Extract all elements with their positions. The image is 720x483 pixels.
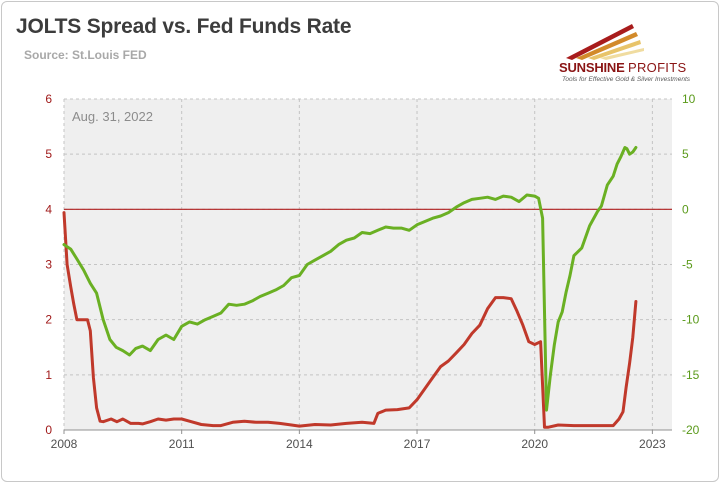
y-right-tick-label: -15 — [682, 368, 700, 382]
logo-tagline: Tools for Effective Gold & Silver Invest… — [562, 76, 691, 83]
fed-funds-line — [62, 211, 638, 429]
x-tick-label: 2008 — [51, 437, 78, 451]
logo-name-bold: SUNSHINE — [559, 60, 625, 75]
y-right-tick-label: -10 — [682, 313, 700, 327]
y-right-tick-label: -20 — [682, 423, 700, 437]
x-tick-label: 2017 — [404, 437, 431, 451]
y-right-tick-label: 0 — [682, 202, 689, 216]
jolts-spread-line — [62, 146, 638, 412]
y-left-tick-label: 6 — [45, 92, 52, 106]
chart-title: JOLTS Spread vs. Fed Funds Rate — [16, 15, 352, 38]
sunshine-profits-logo: SUNSHINE PROFITS Tools for Effective Gol… — [554, 18, 714, 90]
tick-labels: 0 1 2 3 4 5 6 -20 -15 -10 -5 0 5 10 2008 2011 2014 2017 20… — [45, 92, 699, 451]
y-left-tick-label: 0 — [45, 423, 52, 437]
y-right-tick-label: 5 — [682, 147, 689, 161]
logo-name: SUNSHINE PROFITS — [559, 60, 686, 75]
x-tick-label: 2020 — [521, 437, 548, 451]
x-tick-label: 2011 — [169, 437, 195, 451]
y-left-tick-label: 4 — [45, 202, 52, 216]
chart-subtitle: Source: St.Louis FED — [24, 48, 147, 62]
x-tick-label: 2023 — [639, 437, 666, 451]
y-left-tick-label: 3 — [45, 258, 52, 272]
y-left-tick-label: 2 — [45, 313, 52, 327]
y-right-tick-label: 10 — [682, 92, 696, 106]
y-left-tick-label: 5 — [45, 147, 52, 161]
y-right-tick-label: -5 — [682, 258, 693, 272]
logo-name-thin: PROFITS — [628, 60, 687, 75]
date-annotation: Aug. 31, 2022 — [72, 109, 153, 124]
logo-rays-icon — [566, 24, 644, 60]
x-tick-label: 2014 — [286, 437, 313, 451]
series-layer — [62, 146, 638, 429]
y-left-tick-label: 1 — [45, 368, 52, 382]
